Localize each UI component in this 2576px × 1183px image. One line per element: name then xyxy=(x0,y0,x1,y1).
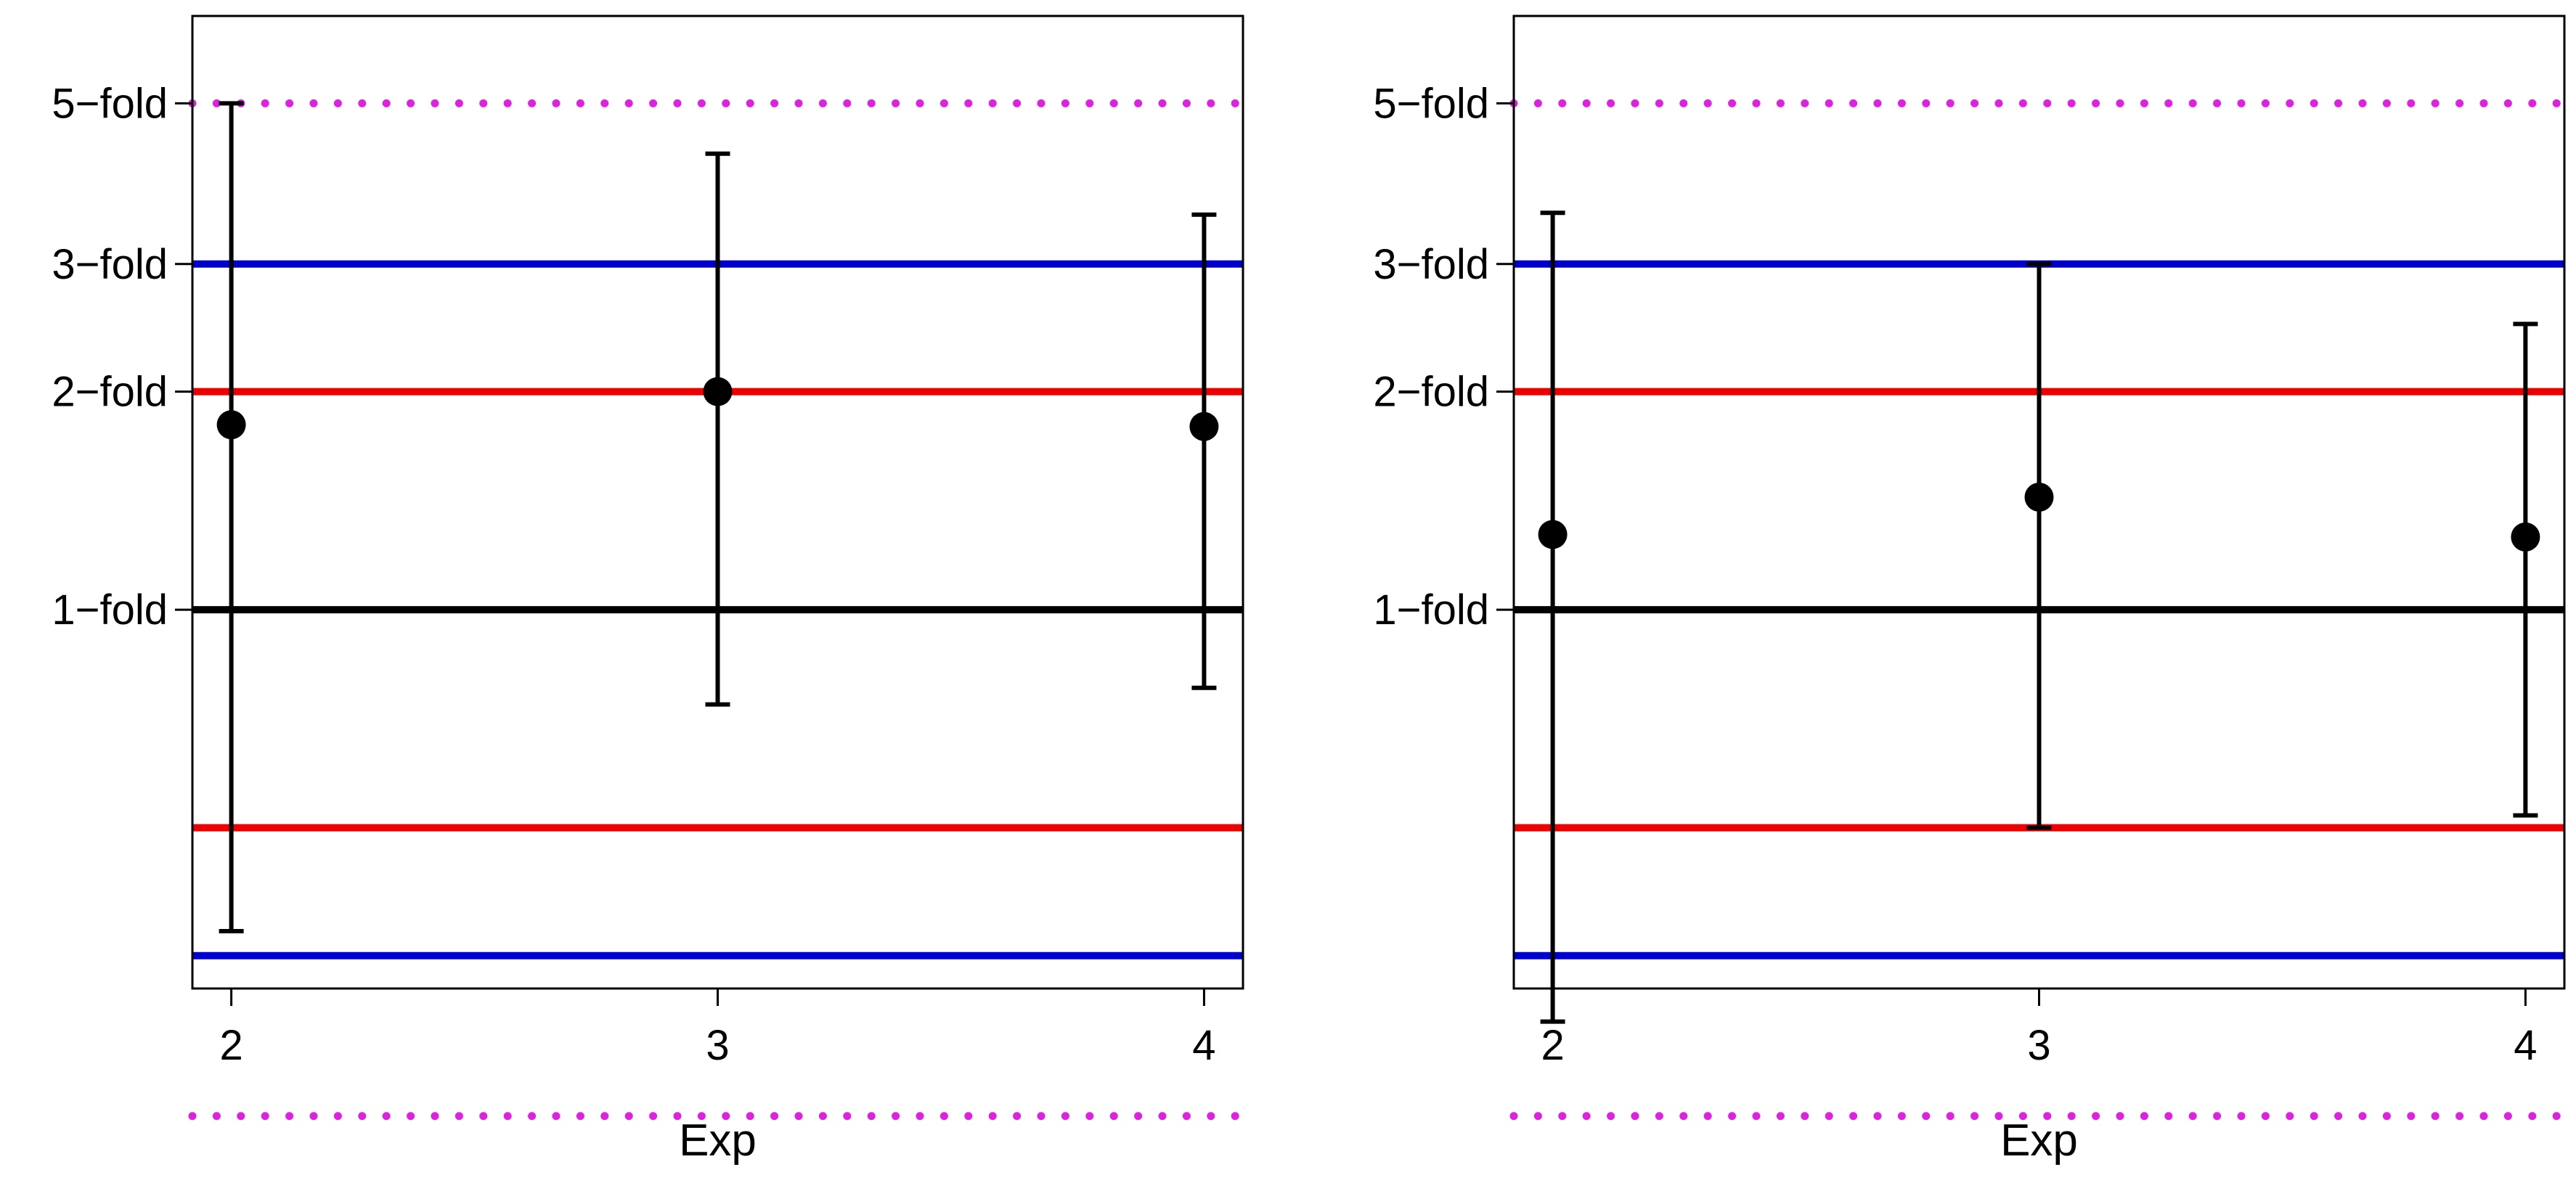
x-tick-label: 2 xyxy=(1541,1022,1564,1069)
y-tick-label: 1−fold xyxy=(52,586,168,634)
y-tick-label: 3−fold xyxy=(1373,241,1489,288)
chart-panel-1: 1−fold 2−fold 3−fold 5−fold 2 3 4 Exp xyxy=(52,15,1247,1166)
data-point-exp-2 xyxy=(216,410,246,440)
data-point-exp-4 xyxy=(1189,412,1219,441)
y-tick-label: 1−fold xyxy=(1373,586,1489,634)
data-point-exp-3 xyxy=(703,377,733,406)
y-tick-label: 5−fold xyxy=(1373,80,1489,127)
x-tick-label: 2 xyxy=(219,1022,242,1069)
x-tick-label: 4 xyxy=(2514,1022,2537,1069)
y-tick-label: 2−fold xyxy=(52,369,168,416)
data-point-exp-3 xyxy=(2024,483,2054,512)
x-axis-label: Exp xyxy=(679,1116,757,1166)
data-point-exp-2 xyxy=(1538,520,1568,549)
x-axis-label: Exp xyxy=(2000,1116,2078,1166)
x-tick-label: 3 xyxy=(706,1022,729,1069)
x-tick-label: 4 xyxy=(1192,1022,1215,1069)
y-tick-label: 2−fold xyxy=(1373,369,1489,416)
y-tick-label: 3−fold xyxy=(52,241,168,288)
x-tick-label: 3 xyxy=(2027,1022,2050,1069)
chart-panel-2: 1−fold 2−fold 3−fold 5−fold 2 3 4 Exp xyxy=(1373,15,2569,1166)
data-point-exp-4 xyxy=(2511,522,2540,552)
y-tick-label: 5−fold xyxy=(52,80,168,127)
